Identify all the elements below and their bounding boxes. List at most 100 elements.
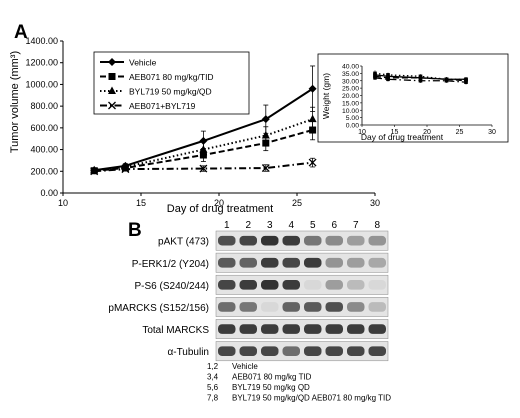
blot-band	[261, 324, 279, 334]
blot-band	[325, 346, 343, 356]
inset-y-tick-label: 20.00	[342, 93, 359, 100]
y-axis-label: Tumor volume (mm³)	[9, 51, 21, 153]
blot-band	[347, 302, 365, 312]
lane-number: 8	[374, 220, 380, 231]
legend-entry: AEB071 80 mg/kg/TID	[129, 72, 214, 82]
key-treatment: AEB071 80 mg/kg TID	[232, 373, 312, 382]
key-lanes: 3,4	[207, 373, 219, 382]
data-point	[261, 130, 270, 139]
data-point	[261, 164, 270, 172]
tumor-volume-chart: Day of drug treatment Tumor volume (mm³)…	[9, 36, 380, 215]
blot-band	[218, 302, 236, 312]
western-blot: 1 2 3 4 5 6 7 8 pAKT (473) P-ERK1/2 (Y204) P-S6 (S…	[108, 220, 389, 362]
blot-band	[282, 324, 300, 334]
key-lanes: 1,2	[207, 362, 219, 371]
blot-row: P-ERK1/2 (Y204)	[132, 252, 389, 273]
blot-band	[282, 235, 300, 246]
series-4	[90, 157, 317, 176]
blot-band	[325, 257, 343, 268]
blot-band	[282, 280, 300, 290]
inset-y-tick-label: 25.00	[342, 86, 359, 93]
inset-y-tick-label: 30.00	[342, 78, 359, 85]
inset-data-point	[418, 78, 423, 83]
blot-band	[282, 257, 300, 268]
blot-band	[218, 235, 236, 246]
blot-row: Total MARCKS	[142, 319, 389, 339]
y-tick-label: 400.00	[30, 145, 58, 155]
blot-band	[368, 257, 386, 268]
blot-row-label: pMARCKS (S152/156)	[108, 303, 209, 314]
legend-entry: BYL719 50 mg/kg/QD	[129, 87, 212, 97]
data-point	[108, 101, 116, 110]
inset-frame	[317, 53, 509, 143]
data-point	[108, 58, 116, 66]
blot-row-label: P-ERK1/2 (Y204)	[132, 259, 209, 270]
y-tick-label: 200.00	[30, 166, 58, 176]
series-3	[90, 106, 317, 174]
blot-row-label: α-Tubulin	[167, 347, 209, 358]
y-tick-label: 1400.00	[25, 36, 58, 46]
blot-band	[368, 346, 386, 356]
key-treatment: BYL719 50 mg/kg QD	[232, 383, 310, 392]
y-tick-label: 1000.00	[25, 79, 58, 89]
inset-y-tick-label: 10.00	[342, 108, 359, 115]
data-point	[199, 145, 208, 153]
blot-band	[218, 257, 236, 268]
inset-y-tick-label: 35.00	[342, 71, 359, 78]
blot-band	[304, 346, 322, 356]
blot-band	[261, 280, 279, 290]
blot-band	[325, 235, 343, 246]
blot-strip	[215, 252, 389, 273]
inset-x-axis-label: Day of drug treatment	[361, 132, 444, 142]
blot-strip	[215, 274, 389, 295]
inset-x-tick-label: 20	[423, 129, 431, 136]
blot-band	[347, 346, 365, 356]
inset-data-point	[418, 74, 423, 79]
blot-band	[368, 324, 386, 334]
data-point	[121, 162, 130, 170]
x-tick-label: 30	[370, 198, 380, 208]
blot-row-label: P-S6 (S240/244)	[135, 281, 210, 292]
data-point	[308, 158, 317, 167]
lane-number: 7	[353, 220, 359, 231]
blot-band	[282, 302, 300, 312]
x-tick-label: 25	[292, 198, 302, 208]
blot-strip	[215, 230, 389, 251]
inset-y-axis-label: Weight (gm)	[321, 73, 331, 119]
blot-band	[325, 280, 343, 290]
blot-band	[368, 280, 386, 290]
blot-band	[347, 324, 365, 334]
data-point	[108, 86, 116, 94]
panel-a-label: A	[14, 22, 28, 43]
data-point	[199, 136, 208, 145]
x-tick-label: 20	[214, 198, 224, 208]
data-point	[308, 84, 317, 93]
blot-band	[239, 235, 257, 246]
series-line	[94, 118, 313, 172]
blot-band	[239, 346, 257, 356]
blot-row-label: pAKT (473)	[158, 237, 209, 248]
inset-data-point	[373, 76, 377, 80]
blot-band	[218, 346, 236, 356]
lane-number: 1	[224, 220, 230, 231]
lane-number: 5	[310, 220, 316, 231]
panel-b-label: B	[128, 220, 142, 241]
blot-band	[325, 324, 343, 334]
key-lanes: 5,6	[207, 383, 219, 392]
legend-entry: AEB071+BYL719	[129, 101, 196, 111]
blot-strip	[215, 297, 389, 317]
blot-band	[261, 346, 279, 356]
x-tick-label: 10	[58, 198, 68, 208]
blot-strip	[215, 341, 389, 362]
blot-band	[261, 257, 279, 268]
blot-strip	[215, 319, 389, 339]
y-tick-label: 1200.00	[25, 58, 58, 68]
blot-band	[304, 257, 322, 268]
blot-band	[304, 280, 322, 290]
key-treatment: Vehicle	[232, 362, 258, 371]
inset-series-4	[373, 75, 468, 85]
y-tick-label: 0.00	[40, 188, 58, 198]
data-point	[308, 114, 317, 123]
blot-band	[304, 302, 322, 312]
